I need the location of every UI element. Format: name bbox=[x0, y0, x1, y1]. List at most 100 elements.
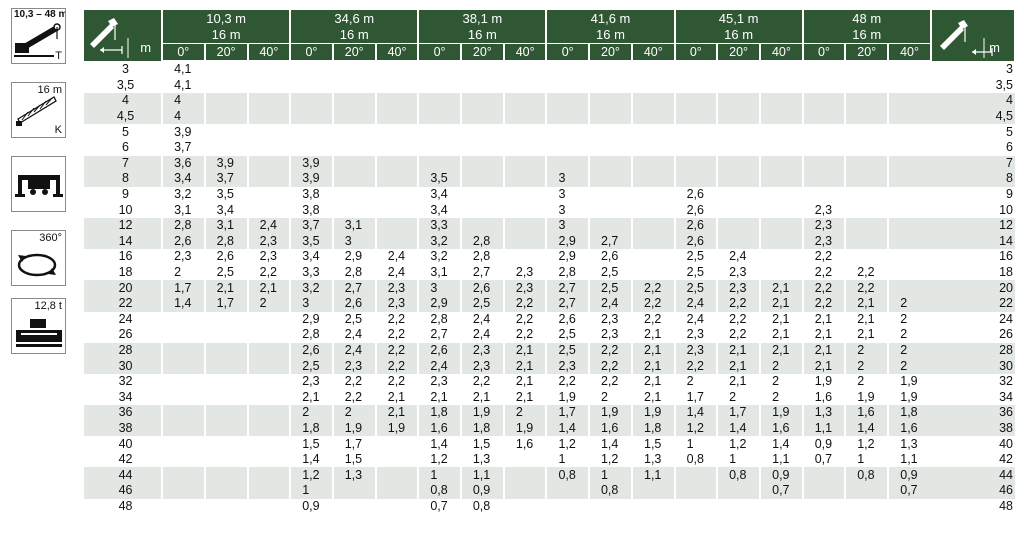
load-value-cell bbox=[587, 186, 632, 203]
load-value-cell bbox=[502, 93, 547, 109]
load-value-cell: 1,9 bbox=[887, 389, 931, 406]
load-value-cell bbox=[502, 451, 547, 468]
load-value-cell bbox=[587, 155, 632, 172]
load-value-cell: 2,6 bbox=[417, 342, 461, 359]
load-value-cell: 3,6 bbox=[161, 155, 205, 172]
load-value-cell bbox=[459, 155, 504, 172]
load-value-cell bbox=[331, 202, 376, 218]
radius-cell-left: 4,5 bbox=[84, 108, 163, 125]
load-value-cell bbox=[716, 124, 761, 140]
load-value-cell bbox=[844, 77, 889, 94]
load-value-cell bbox=[289, 108, 333, 125]
load-value-cell bbox=[545, 483, 589, 499]
jib-icon: 16 m K bbox=[11, 82, 66, 138]
load-value-cell bbox=[587, 108, 632, 125]
load-value-cell bbox=[887, 202, 931, 218]
radius-cell-left: 46 bbox=[84, 483, 163, 499]
load-value-cell bbox=[459, 171, 504, 187]
load-value-cell bbox=[887, 139, 931, 156]
load-value-cell: 3,1 bbox=[161, 202, 205, 218]
table-row: 22 1,4 1,7 2 3 2,6 2,3 2,9 2,5 2,2 2,7 2,4 2,2 2,4 2,2… bbox=[84, 295, 1015, 312]
radius-cell-right: 32 bbox=[999, 374, 1013, 389]
load-value-cell: 1,6 bbox=[801, 389, 846, 406]
load-value-cell: 2,6 bbox=[459, 280, 504, 296]
load-value-cell: 2,1 bbox=[502, 373, 547, 390]
table-row: 34 2,1 2,2 2,1 2,1 2,1 2,1 1,9 2 2,1 1,7 2 2 1,6 1,9 1,… bbox=[84, 389, 1015, 406]
load-value-cell bbox=[673, 155, 718, 172]
load-value-cell bbox=[417, 155, 461, 172]
load-value-cell: 2,3 bbox=[502, 264, 547, 281]
load-value-cell bbox=[631, 202, 675, 218]
load-value-cell bbox=[203, 124, 248, 140]
load-value-cell: 2,6 bbox=[587, 249, 632, 265]
load-value-cell bbox=[887, 186, 931, 203]
load-value-cell: 1,1 bbox=[459, 467, 504, 484]
load-value-cell bbox=[759, 61, 803, 78]
load-value-cell bbox=[716, 217, 761, 234]
radius-cell-right: 18 bbox=[999, 265, 1013, 280]
load-value-cell: 2,1 bbox=[631, 373, 675, 390]
load-chart-table: m 10,3 m 16 m 34,6 m 16 m 38,1 m 16 m 41,6 m 16… bbox=[84, 10, 1017, 515]
load-value-cell: 2,6 bbox=[203, 249, 248, 265]
load-value-cell bbox=[417, 77, 461, 94]
load-value-cell bbox=[203, 311, 248, 328]
load-value-cell bbox=[673, 93, 718, 109]
load-value-cell: 2,5 bbox=[545, 327, 589, 343]
load-value-cell: 2 bbox=[246, 295, 291, 312]
table-row: 14 2,6 2,8 2,3 3,5 3 3,2 2,8 2,9 2,7 2,6 2,3 14 bbox=[84, 233, 1015, 250]
load-value-cell: 2 bbox=[844, 358, 889, 374]
load-value-cell bbox=[844, 139, 889, 156]
load-value-cell bbox=[716, 108, 761, 125]
load-value-cell: 2,2 bbox=[673, 358, 718, 374]
load-value-cell: 4,1 bbox=[161, 61, 205, 78]
load-value-cell: 2,9 bbox=[417, 295, 461, 312]
load-value-cell: 3,5 bbox=[417, 171, 461, 187]
load-value-cell: 3,2 bbox=[161, 186, 205, 203]
radius-corner-left: m bbox=[84, 10, 164, 61]
load-value-cell: 3 bbox=[545, 171, 589, 187]
load-value-cell: 2,8 bbox=[289, 327, 333, 343]
table-row: 48 0,9 0,7 0,8 48 bbox=[84, 498, 1015, 515]
table-row: 10 3,1 3,4 3,8 3,4 3 2,6 2,3 10 bbox=[84, 202, 1015, 218]
load-value-cell: 2,8 bbox=[203, 233, 248, 250]
load-value-cell: 2,1 bbox=[459, 389, 504, 406]
load-value-cell bbox=[759, 124, 803, 140]
load-value-cell: 3,7 bbox=[289, 217, 333, 234]
load-value-cell: 2,2 bbox=[716, 295, 761, 312]
load-value-cell bbox=[161, 405, 205, 421]
radius-cell-left: 8 bbox=[84, 171, 163, 187]
table-row: 28 2,6 2,4 2,2 2,6 2,3 2,1 2,5 2,2 2,1 2,3 2,1 2,1 2,… bbox=[84, 342, 1015, 359]
load-value-cell: 1,6 bbox=[844, 405, 889, 421]
radius-corner-right: m bbox=[929, 10, 1017, 61]
load-value-cell bbox=[801, 124, 846, 140]
load-value-cell: 2,1 bbox=[502, 358, 547, 374]
table-row: 18 2 2,5 2,2 3,3 2,8 2,4 3,1 2,7 2,3 2,8 2,5 2,5 2,3 2… bbox=[84, 264, 1015, 281]
radius-cell-right: 8 bbox=[930, 171, 1015, 187]
load-value-cell: 2,1 bbox=[716, 373, 761, 390]
radius-cell-left: 3 bbox=[122, 61, 129, 76]
load-value-cell: 2,5 bbox=[331, 311, 376, 328]
load-value-cell: 2,8 bbox=[331, 264, 376, 281]
table-row: 6 3,7 6 bbox=[84, 139, 1015, 156]
load-value-cell: 2,2 bbox=[801, 264, 846, 281]
load-value-cell: 2,1 bbox=[844, 327, 889, 343]
load-value-cell: 2,5 bbox=[289, 358, 333, 374]
load-value-cell: 2,4 bbox=[417, 358, 461, 374]
load-value-cell: 2,1 bbox=[631, 389, 675, 406]
load-value-cell: 2,7 bbox=[545, 295, 589, 312]
load-value-cell bbox=[459, 217, 504, 234]
load-value-cell: 2,9 bbox=[545, 249, 589, 265]
load-value-cell: 2,2 bbox=[374, 358, 419, 374]
counterweight-icon: 12,8 t bbox=[11, 298, 66, 354]
load-value-cell bbox=[203, 420, 248, 437]
load-value-cell bbox=[631, 264, 675, 281]
load-value-cell: 2 bbox=[844, 373, 889, 390]
load-value-cell bbox=[246, 61, 291, 78]
load-value-cell: 2 bbox=[887, 295, 931, 312]
load-value-cell: 1,1 bbox=[759, 451, 803, 468]
load-value-cell: 2,2 bbox=[459, 373, 504, 390]
load-value-cell bbox=[716, 171, 761, 187]
load-value-cell bbox=[289, 61, 333, 78]
load-value-cell bbox=[887, 249, 931, 265]
